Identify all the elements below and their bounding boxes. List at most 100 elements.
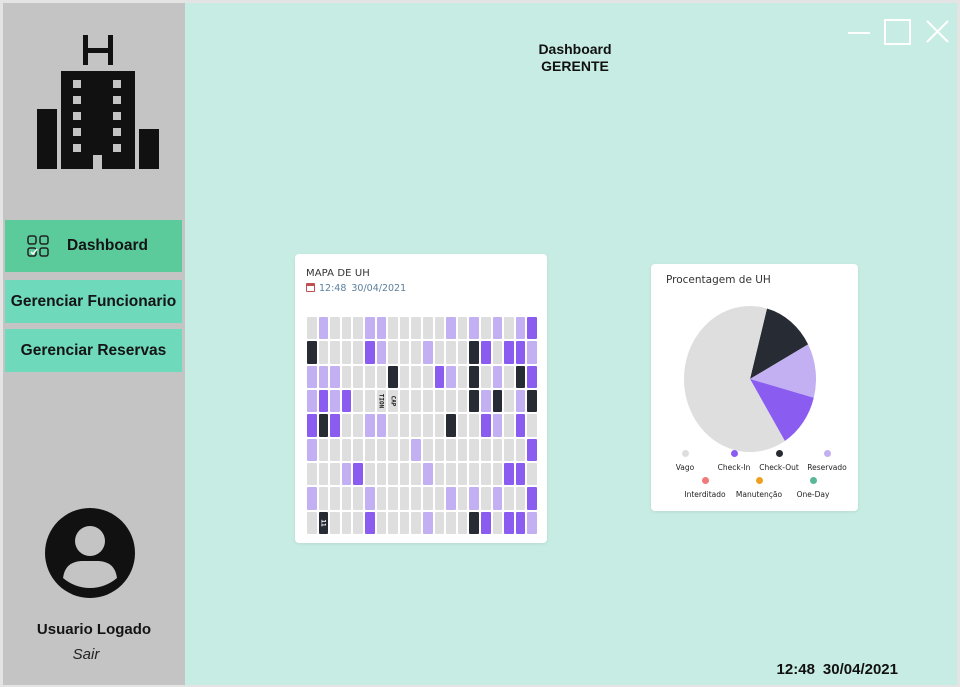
room-cell[interactable] [341, 365, 352, 388]
room-cell[interactable] [504, 365, 514, 388]
room-cell[interactable] [365, 463, 375, 486]
room-cell[interactable] [330, 365, 340, 388]
room-cell[interactable] [330, 414, 340, 437]
room-cell[interactable] [434, 414, 445, 437]
room-cell[interactable] [307, 365, 317, 388]
room-cell[interactable] [504, 414, 514, 437]
room-cell[interactable] [376, 463, 387, 486]
room-cell[interactable] [365, 341, 375, 364]
room-cell[interactable] [399, 390, 410, 413]
room-cell[interactable] [365, 390, 375, 413]
room-cell[interactable] [307, 438, 317, 461]
room-cell[interactable] [399, 438, 410, 461]
room-cell[interactable] [515, 341, 526, 364]
room-cell[interactable] [388, 317, 398, 340]
room-cell[interactable] [318, 317, 329, 340]
room-cell[interactable] [492, 414, 503, 437]
room-cell[interactable] [481, 487, 491, 510]
close-icon[interactable] [925, 19, 950, 44]
room-cell[interactable] [388, 487, 398, 510]
room-cell[interactable] [515, 414, 526, 437]
room-cell[interactable] [307, 414, 317, 437]
room-cell[interactable] [457, 414, 468, 437]
room-cell[interactable] [446, 365, 456, 388]
room-cell[interactable] [515, 317, 526, 340]
room-cell[interactable] [469, 511, 479, 534]
room-cell[interactable] [307, 341, 317, 364]
room-cell[interactable] [434, 487, 445, 510]
nav-gerenciar-funcionario-button[interactable]: Gerenciar Funcionario [5, 280, 182, 323]
room-cell[interactable] [481, 317, 491, 340]
room-cell[interactable] [365, 511, 375, 534]
room-cell[interactable] [411, 487, 421, 510]
room-cell[interactable] [388, 511, 398, 534]
room-cell[interactable] [376, 487, 387, 510]
room-cell[interactable] [504, 438, 514, 461]
room-cell[interactable] [353, 365, 363, 388]
room-cell[interactable] [376, 414, 387, 437]
room-cell[interactable] [481, 341, 491, 364]
room-cell[interactable] [457, 365, 468, 388]
room-cell[interactable] [330, 317, 340, 340]
room-cell[interactable]: TION [376, 390, 387, 413]
room-cell[interactable] [515, 511, 526, 534]
room-cell[interactable] [515, 365, 526, 388]
room-cell[interactable] [330, 487, 340, 510]
room-cell[interactable] [365, 487, 375, 510]
room-cell[interactable] [515, 390, 526, 413]
room-cell[interactable] [330, 438, 340, 461]
room-cell[interactable] [353, 487, 363, 510]
room-cell[interactable] [504, 511, 514, 534]
room-cell[interactable] [318, 487, 329, 510]
room-cell[interactable] [411, 438, 421, 461]
room-cell[interactable] [388, 341, 398, 364]
room-cell[interactable] [469, 317, 479, 340]
room-cell[interactable] [423, 511, 433, 534]
room-cell[interactable] [399, 487, 410, 510]
room-cell[interactable] [446, 438, 456, 461]
logout-link[interactable]: Sair [72, 646, 100, 663]
room-cell[interactable] [423, 487, 433, 510]
room-cell[interactable] [330, 390, 340, 413]
room-cell[interactable] [376, 511, 387, 534]
room-cell[interactable] [492, 487, 503, 510]
room-cell[interactable] [457, 463, 468, 486]
room-cell[interactable] [411, 414, 421, 437]
room-cell[interactable] [527, 414, 537, 437]
room-cell[interactable] [353, 341, 363, 364]
room-cell[interactable] [330, 511, 340, 534]
room-cell[interactable] [341, 414, 352, 437]
room-cell[interactable] [365, 317, 375, 340]
room-cell[interactable] [492, 341, 503, 364]
room-cell[interactable] [527, 511, 537, 534]
room-cell[interactable] [527, 463, 537, 486]
room-cell[interactable] [481, 365, 491, 388]
room-cell[interactable] [527, 438, 537, 461]
room-cell[interactable] [353, 317, 363, 340]
room-cell[interactable] [411, 365, 421, 388]
room-cell[interactable] [388, 414, 398, 437]
room-cell[interactable] [469, 390, 479, 413]
room-cell[interactable] [469, 487, 479, 510]
room-cell[interactable] [527, 487, 537, 510]
room-cell[interactable] [492, 463, 503, 486]
room-cell[interactable] [318, 438, 329, 461]
room-cell[interactable] [434, 463, 445, 486]
room-cell[interactable] [492, 365, 503, 388]
room-cell[interactable] [376, 438, 387, 461]
room-cell[interactable] [457, 487, 468, 510]
room-cell[interactable] [492, 390, 503, 413]
room-cell[interactable] [527, 365, 537, 388]
room-cell[interactable] [353, 390, 363, 413]
room-cell[interactable] [446, 317, 456, 340]
room-cell[interactable] [318, 390, 329, 413]
room-cell[interactable] [423, 390, 433, 413]
room-cell[interactable] [434, 438, 445, 461]
room-cell[interactable] [353, 438, 363, 461]
room-cell[interactable] [341, 341, 352, 364]
room-cell[interactable] [423, 341, 433, 364]
room-cell[interactable] [515, 438, 526, 461]
room-cell[interactable] [434, 341, 445, 364]
room-cell[interactable] [411, 341, 421, 364]
nav-gerenciar-reservas-button[interactable]: Gerenciar Reservas [5, 329, 182, 372]
